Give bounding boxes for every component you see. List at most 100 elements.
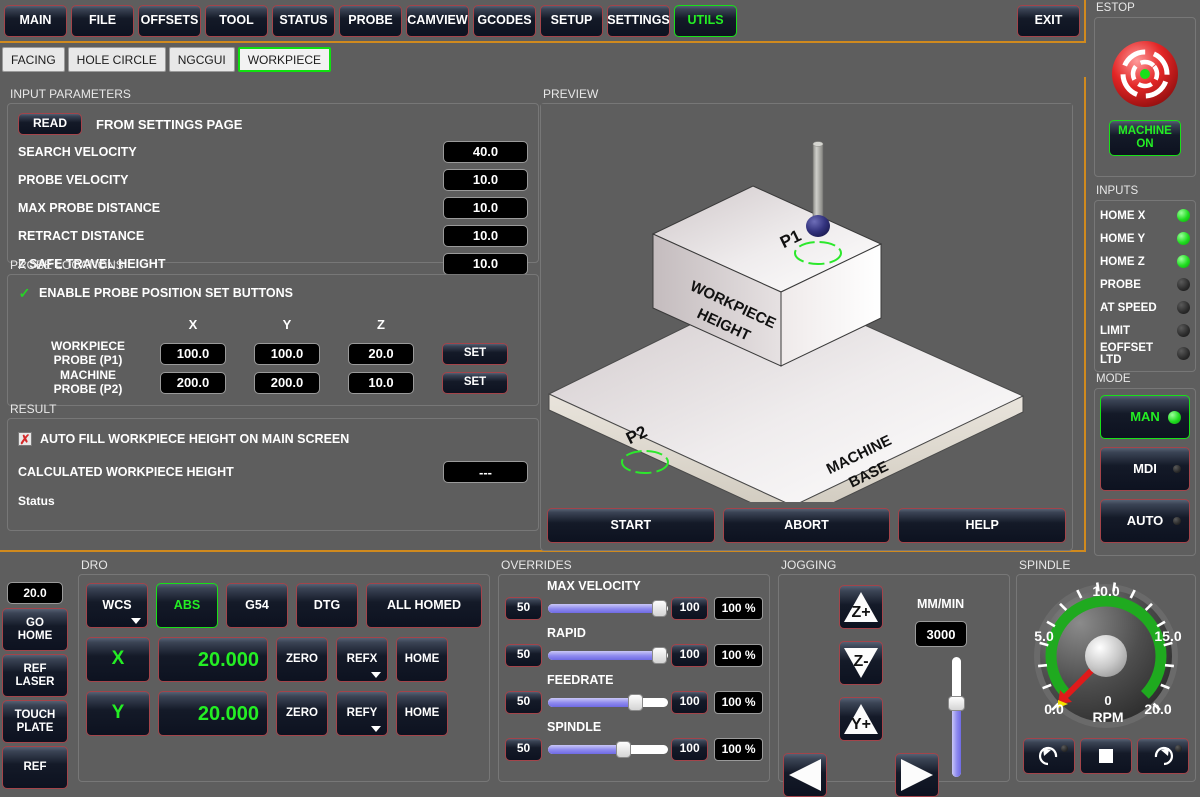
abort-button[interactable]: ABORT — [722, 508, 891, 543]
jog-rate-value[interactable]: 3000 — [915, 621, 967, 647]
nav-button-main[interactable]: MAIN — [4, 4, 67, 37]
max-velocity-slider[interactable] — [548, 600, 669, 617]
mode-label: MAN — [1130, 408, 1160, 424]
enable-probe-set-row[interactable]: ✓ ENABLE PROBE POSITION SET BUTTONS — [18, 282, 528, 304]
touch-plate-button[interactable]: TOUCH PLATE — [2, 700, 68, 743]
mode-button-auto[interactable]: AUTO — [1100, 499, 1190, 543]
estop-icon[interactable] — [1109, 38, 1181, 110]
checkmark-icon[interactable]: ✓ — [18, 285, 31, 301]
jog-rate-slider[interactable] — [948, 657, 965, 777]
wcs-button[interactable]: WCS — [86, 583, 148, 628]
rapid-slider[interactable] — [548, 647, 669, 664]
left-action-column: 20.0 GO HOME REF LASER TOUCH PLATE REF — [0, 556, 70, 789]
p2-y-input[interactable]: 200.0 — [254, 371, 320, 394]
retract-distance-input[interactable]: 10.0 — [443, 224, 528, 247]
mode-button-mdi[interactable]: MDI — [1100, 447, 1190, 491]
p2-x-input[interactable]: 200.0 — [160, 371, 226, 394]
inputs-group: INPUTS HOME X HOME Y HOME Z PROBE AT SPE… — [1094, 185, 1196, 372]
spindle-max-button[interactable]: 100 — [671, 737, 709, 761]
ref-laser-button[interactable]: REF LASER — [2, 654, 68, 697]
tab-facing[interactable]: FACING — [2, 47, 65, 72]
rapid-max-button[interactable]: 100 — [671, 643, 709, 667]
machine-on-button[interactable]: MACHINE ON — [1109, 120, 1181, 156]
jogging-title: JOGGING — [781, 558, 837, 572]
axis-value-x[interactable]: 20.000 — [158, 637, 268, 682]
tab-workpiece[interactable]: WORKPIECE — [237, 47, 332, 72]
go-home-button[interactable]: GO HOME — [2, 608, 68, 651]
dro-axis-row-y: Y 20.000 ZERO REFY HOME — [86, 691, 482, 736]
nav-button-offsets[interactable]: OFFSETS — [138, 4, 201, 37]
axis-value-y[interactable]: 20.000 — [158, 691, 268, 736]
nav-button-camview[interactable]: CAMVIEW — [406, 4, 469, 37]
nav-button-setup[interactable]: SETUP — [540, 4, 603, 37]
nav-button-exit[interactable]: EXIT — [1017, 4, 1080, 37]
zero-y-button[interactable]: ZERO — [276, 691, 328, 736]
probe-velocity-input[interactable]: 10.0 — [443, 168, 528, 191]
input-status-home-y: HOME Y — [1100, 227, 1190, 250]
home-y-button[interactable]: HOME — [396, 691, 448, 736]
search-velocity-input[interactable]: 40.0 — [443, 140, 528, 163]
help-button[interactable]: HELP — [898, 508, 1067, 543]
jog-x-minus-button[interactable] — [783, 753, 827, 797]
nav-button-gcodes[interactable]: GCODES — [473, 4, 536, 37]
set-p1-button[interactable]: SET — [442, 342, 508, 365]
rapid-min-button[interactable]: 50 — [505, 643, 543, 667]
nav-button-utils[interactable]: UTILS — [674, 4, 737, 37]
jog-increment-value[interactable]: 20.0 — [7, 582, 63, 604]
param-label: MAX PROBE DISTANCE — [18, 200, 161, 215]
axis-label-y[interactable]: Y — [86, 691, 150, 736]
p1-x-input[interactable]: 100.0 — [160, 342, 226, 365]
mode-button-man[interactable]: MAN — [1100, 395, 1190, 439]
feedrate-max-button[interactable]: 100 — [671, 690, 709, 714]
all-homed-button[interactable]: ALL HOMED — [366, 583, 482, 628]
z-plus-icon: Z+ — [844, 592, 878, 622]
tab-hole-circle[interactable]: HOLE CIRCLE — [67, 47, 166, 72]
chevron-down-icon — [371, 726, 381, 732]
start-button[interactable]: START — [547, 508, 715, 543]
spindle-ccw-button[interactable] — [1023, 738, 1075, 774]
cell-p2-y: 200.0 — [252, 371, 322, 394]
refx-button[interactable]: REFX — [336, 637, 388, 682]
spindle-slider[interactable] — [548, 741, 669, 758]
nav-button-settings[interactable]: SETTINGS — [607, 4, 670, 37]
dtg-button[interactable]: DTG — [296, 583, 358, 628]
nav-button-file[interactable]: FILE — [71, 4, 134, 37]
jog-y-plus-button[interactable]: Y+ — [839, 697, 883, 741]
abs-button[interactable]: ABS — [156, 583, 218, 628]
override-row-rapid: 50 100 100 % — [505, 643, 763, 667]
axis-label-x[interactable]: X — [86, 637, 150, 682]
autofill-row[interactable]: ✗ AUTO FILL WORKPIECE HEIGHT ON MAIN SCR… — [18, 428, 528, 450]
jog-z-plus-button[interactable]: Z+ — [839, 585, 883, 629]
checkbox-icon[interactable]: ✗ — [18, 431, 32, 447]
spindle-min-button[interactable]: 50 — [505, 737, 543, 761]
tab-ngcgui[interactable]: NGCGUI — [168, 47, 235, 72]
feedrate-min-button[interactable]: 50 — [505, 690, 543, 714]
spindle-title: SPINDLE — [1019, 558, 1071, 572]
read-button[interactable]: READ — [18, 113, 82, 135]
spindle-cw-button[interactable] — [1137, 738, 1189, 774]
spindle-stop-button[interactable] — [1080, 738, 1132, 774]
g54-button[interactable]: G54 — [226, 583, 288, 628]
utils-tab-bar: FACING HOLE CIRCLE NGCGUI WORKPIECE — [0, 47, 1086, 77]
nav-button-status[interactable]: STATUS — [272, 4, 335, 37]
max-velocity-min-button[interactable]: 50 — [505, 596, 543, 620]
ref-button[interactable]: REF — [2, 746, 68, 789]
home-x-button[interactable]: HOME — [396, 637, 448, 682]
set-p2-button[interactable]: SET — [442, 371, 508, 394]
feedrate-slider[interactable] — [548, 694, 669, 711]
p2-z-input[interactable]: 10.0 — [348, 371, 414, 394]
y-plus-icon: Y+ — [844, 704, 878, 734]
input-status-probe: PROBE — [1100, 273, 1190, 296]
nav-button-probe[interactable]: PROBE — [339, 4, 402, 37]
jog-x-plus-button[interactable] — [895, 753, 939, 797]
p1-y-input[interactable]: 100.0 — [254, 342, 320, 365]
max-velocity-max-button[interactable]: 100 — [671, 596, 709, 620]
cell-p1-y: 100.0 — [252, 342, 322, 365]
max-probe-distance-input[interactable]: 10.0 — [443, 196, 528, 219]
nav-button-tool[interactable]: TOOL — [205, 4, 268, 37]
jog-z-minus-button[interactable]: Z- — [839, 641, 883, 685]
z-minus-icon: Z- — [844, 648, 878, 678]
p1-z-input[interactable]: 20.0 — [348, 342, 414, 365]
zero-x-button[interactable]: ZERO — [276, 637, 328, 682]
refy-button[interactable]: REFY — [336, 691, 388, 736]
